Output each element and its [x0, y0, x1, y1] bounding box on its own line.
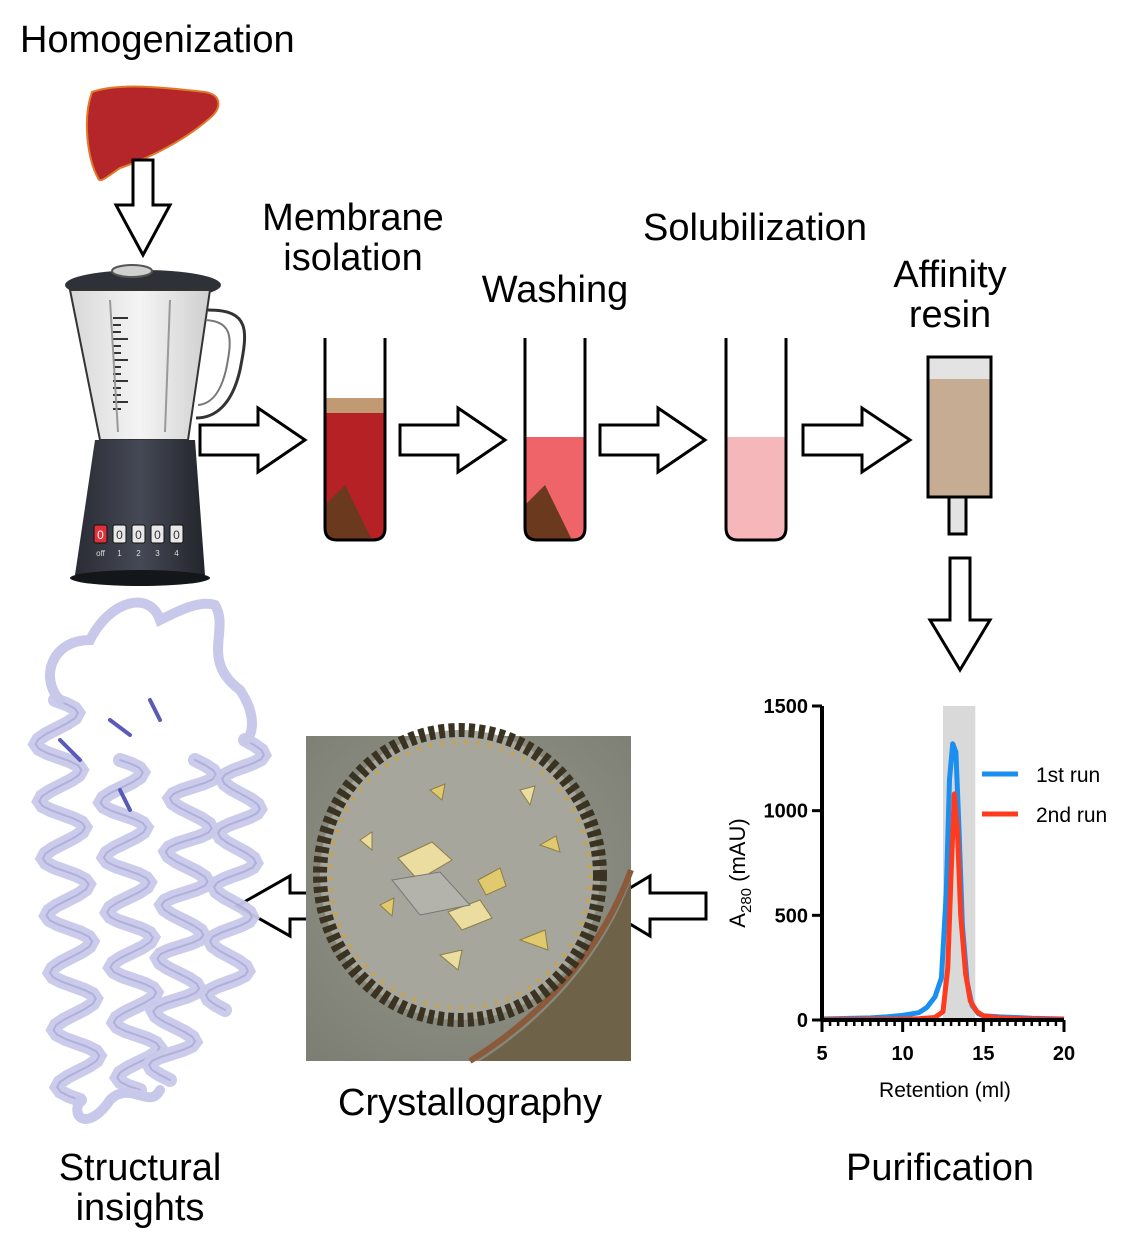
chart-y-tick-label: 0 — [797, 1010, 808, 1032]
tube-solubilization — [724, 338, 788, 542]
crystal-shard — [429, 783, 446, 801]
affinity-resin-line1: Affinity — [893, 254, 1007, 296]
protein-structure — [27, 597, 272, 1124]
blender-switch — [112, 524, 127, 544]
blender-switch-label: 3 — [155, 549, 160, 558]
crystal-micrograph — [306, 723, 634, 1064]
protein-sidechain — [148, 698, 162, 722]
chart-x-tick-label: 20 — [1053, 1043, 1075, 1065]
chart-y-label-unit: (mAU) — [725, 818, 750, 888]
membrane-isolation-line2: isolation — [283, 237, 423, 279]
tube-membrane-isolation — [323, 338, 387, 542]
blender-switch-label: 4 — [174, 549, 179, 558]
chart-legend-label: 1st run — [1036, 764, 1100, 787]
arrow-right-icon-2 — [398, 405, 508, 475]
blender-switch-digit: 0 — [173, 528, 180, 542]
arrow-down-icon — [113, 158, 173, 259]
arrow-right-icon-3 — [598, 405, 708, 475]
protein-sidechain — [58, 738, 82, 762]
crystal-shard — [538, 835, 561, 853]
crystal-shard — [397, 841, 453, 881]
chart-y-label-sub: 280 — [738, 888, 755, 913]
blender-switch — [131, 524, 146, 544]
structural-insights-line2: insights — [75, 1187, 205, 1229]
blender-icon: 0 off 0 1 0 2 0 3 0 4 — [65, 264, 247, 586]
crystal-shard — [379, 897, 395, 918]
blender-switch-digit: 0 — [154, 528, 161, 542]
membrane-isolation-label: Membrane isolation — [238, 198, 468, 278]
tube-washing — [523, 338, 587, 542]
protein-helix-edge — [204, 739, 266, 1011]
arrow-right-icon-4 — [801, 405, 913, 475]
protein-helix-edge — [99, 759, 161, 1091]
blender-switch-digit: 0 — [116, 528, 123, 542]
chart-x-axis-label: Retention (ml) — [879, 1079, 1011, 1102]
affinity-resin-label: Affinity resin — [860, 255, 1040, 335]
crystal-shard — [518, 929, 549, 951]
arrow-right-icon-1 — [198, 405, 308, 475]
protein-loop — [45, 597, 257, 745]
crystal-shard — [359, 831, 373, 852]
protein-loop — [72, 1085, 165, 1124]
sec-chromatogram: 5 10 15 20 0 500 1000 1500 Retention (ml) A280 (m… — [725, 696, 1107, 1102]
crystal-plate — [391, 871, 471, 916]
purification-label: Purification — [846, 1147, 1034, 1189]
crystal-shard — [438, 949, 463, 971]
washing-label: Washing — [481, 269, 629, 311]
solubilization-label: Solubilization — [643, 207, 867, 249]
blender-switch — [93, 524, 108, 544]
liver-icon — [85, 85, 220, 182]
protein-helix-edge — [34, 699, 101, 1101]
crystal-shard — [519, 785, 536, 807]
chart-x-tick-label: 5 — [816, 1043, 827, 1065]
chart-y-tick-label: 500 — [775, 905, 808, 927]
structural-insights-label: Structural insights — [30, 1148, 250, 1228]
chart-y-axis-label: A280 (mAU) — [725, 818, 755, 927]
structural-insights-line1: Structural — [58, 1147, 222, 1189]
protein-helix-edge — [147, 759, 218, 1081]
chart-y-label-main: A — [725, 913, 750, 928]
blender-switch-label: off — [96, 549, 106, 558]
blender-switch-label: 2 — [136, 549, 141, 558]
membrane-isolation-line1: Membrane — [262, 197, 444, 239]
affinity-column — [926, 355, 993, 536]
crystallography-label: Crystallography — [338, 1082, 602, 1124]
blender-switch-label: 1 — [117, 549, 122, 558]
arrow-down-icon-2 — [927, 556, 993, 673]
chart-y-tick-label: 1000 — [764, 801, 809, 823]
crystal-shard — [477, 867, 507, 896]
affinity-resin-line2: resin — [908, 294, 992, 336]
chart-x-tick-label: 10 — [892, 1043, 914, 1065]
blender-switch — [150, 524, 165, 544]
chart-x-tick-label: 15 — [972, 1043, 994, 1065]
blender-switch-digit: 0 — [135, 528, 142, 542]
blender-switch-digit: 0 — [97, 528, 104, 542]
chart-y-tick-label: 1500 — [764, 696, 809, 718]
blender-switch — [169, 524, 184, 544]
protein-sidechain — [118, 788, 132, 812]
chart-legend-label: 2nd run — [1036, 804, 1107, 827]
homogenization-label: Homogenization — [20, 19, 295, 61]
protein-sidechain — [108, 718, 132, 737]
